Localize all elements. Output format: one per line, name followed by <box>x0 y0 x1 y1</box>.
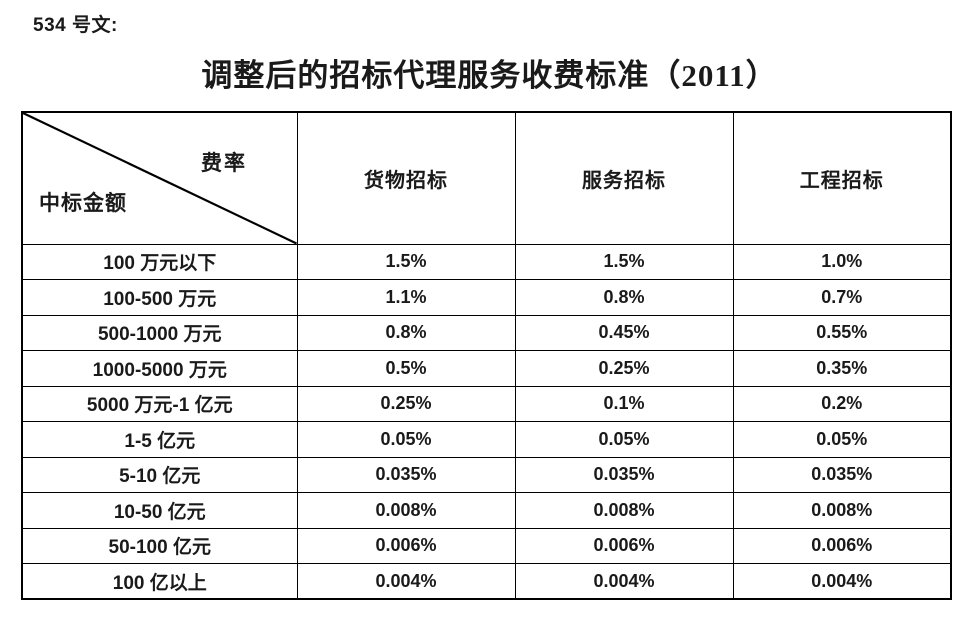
amount-cell: 100 万元以下 <box>21 243 298 280</box>
goods-rate-cell: 0.8% <box>296 314 516 351</box>
corner-label-amount: 中标金额 <box>39 191 127 215</box>
table-header-row: 费率 中标金额 货物招标 服务招标 工程招标 <box>21 111 952 245</box>
engineering-rate-cell: 0.006% <box>732 527 952 564</box>
engineering-rate-cell: 0.05% <box>732 421 952 458</box>
engineering-rate-cell: 0.008% <box>732 492 952 529</box>
table-row: 5000 万元-1 亿元 0.25% 0.1% 0.2% <box>21 385 952 422</box>
goods-rate-cell: 0.008% <box>296 492 516 529</box>
table-row: 100-500 万元 1.1% 0.8% 0.7% <box>21 279 952 316</box>
column-header-goods: 货物招标 <box>296 111 516 245</box>
fee-standard-table: 费率 中标金额 货物招标 服务招标 工程招标 100 万元以下 1.5% 1.5… <box>21 111 952 600</box>
table-row: 5-10 亿元 0.035% 0.035% 0.035% <box>21 456 952 493</box>
corner-label-rate: 费率 <box>201 151 247 175</box>
amount-cell: 5-10 亿元 <box>21 456 298 493</box>
document-number-label: 534 号文: <box>33 15 118 36</box>
goods-rate-cell: 0.25% <box>296 385 516 422</box>
service-rate-cell: 0.006% <box>514 527 734 564</box>
service-rate-cell: 0.8% <box>514 279 734 316</box>
diagonal-header-cell: 费率 中标金额 <box>21 111 298 245</box>
goods-rate-cell: 0.035% <box>296 456 516 493</box>
engineering-rate-cell: 0.2% <box>732 385 952 422</box>
goods-rate-cell: 1.5% <box>296 243 516 280</box>
goods-rate-cell: 0.5% <box>296 350 516 387</box>
table-row: 500-1000 万元 0.8% 0.45% 0.55% <box>21 314 952 351</box>
table-row: 10-50 亿元 0.008% 0.008% 0.008% <box>21 492 952 529</box>
page-title: 调整后的招标代理服务收费标准（2011） <box>201 58 778 93</box>
engineering-rate-cell: 0.035% <box>732 456 952 493</box>
engineering-rate-cell: 0.55% <box>732 314 952 351</box>
table-row: 50-100 亿元 0.006% 0.006% 0.006% <box>21 527 952 564</box>
service-rate-cell: 0.1% <box>514 385 734 422</box>
amount-cell: 1-5 亿元 <box>21 421 298 458</box>
service-rate-cell: 0.035% <box>514 456 734 493</box>
goods-rate-cell: 0.004% <box>296 563 516 600</box>
table-row: 100 亿以上 0.004% 0.004% 0.004% <box>21 563 952 600</box>
amount-cell: 100-500 万元 <box>21 279 298 316</box>
column-header-engineering: 工程招标 <box>732 111 952 245</box>
amount-cell: 10-50 亿元 <box>21 492 298 529</box>
diagonal-line <box>23 113 297 244</box>
amount-cell: 500-1000 万元 <box>21 314 298 351</box>
goods-rate-cell: 1.1% <box>296 279 516 316</box>
column-header-service: 服务招标 <box>514 111 734 245</box>
engineering-rate-cell: 0.35% <box>732 350 952 387</box>
table-row: 1000-5000 万元 0.5% 0.25% 0.35% <box>21 350 952 387</box>
table-row: 1-5 亿元 0.05% 0.05% 0.05% <box>21 421 952 458</box>
goods-rate-cell: 0.05% <box>296 421 516 458</box>
service-rate-cell: 0.004% <box>514 563 734 600</box>
engineering-rate-cell: 0.004% <box>732 563 952 600</box>
amount-cell: 5000 万元-1 亿元 <box>21 385 298 422</box>
goods-rate-cell: 0.006% <box>296 527 516 564</box>
engineering-rate-cell: 1.0% <box>732 243 952 280</box>
amount-cell: 50-100 亿元 <box>21 527 298 564</box>
service-rate-cell: 0.008% <box>514 492 734 529</box>
service-rate-cell: 0.25% <box>514 350 734 387</box>
service-rate-cell: 0.45% <box>514 314 734 351</box>
amount-cell: 1000-5000 万元 <box>21 350 298 387</box>
engineering-rate-cell: 0.7% <box>732 279 952 316</box>
table-row: 100 万元以下 1.5% 1.5% 1.0% <box>21 243 952 280</box>
service-rate-cell: 1.5% <box>514 243 734 280</box>
amount-cell: 100 亿以上 <box>21 563 298 600</box>
service-rate-cell: 0.05% <box>514 421 734 458</box>
